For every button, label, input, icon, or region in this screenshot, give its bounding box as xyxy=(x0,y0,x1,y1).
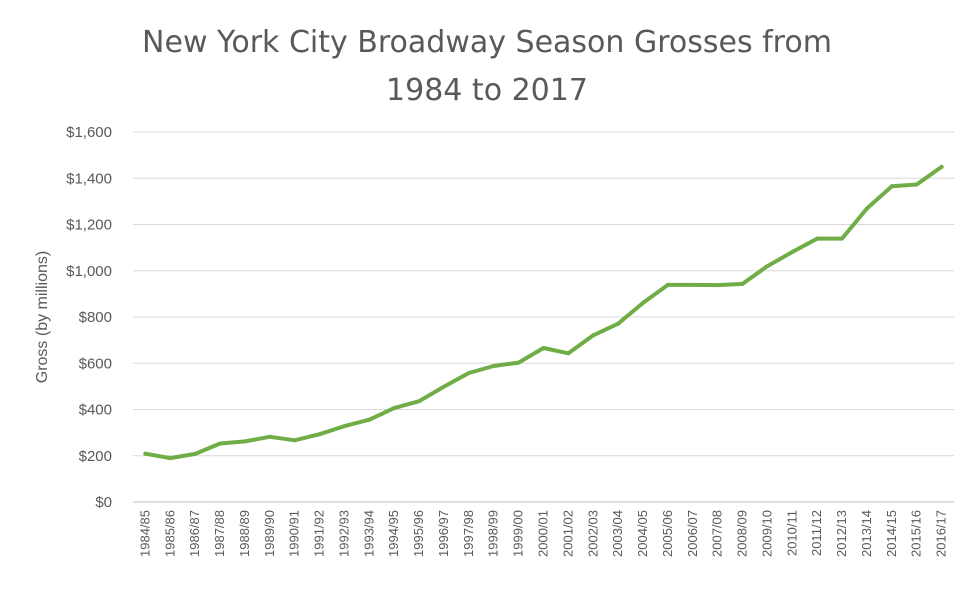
data-point xyxy=(815,236,820,241)
x-tick-label: 2001/02 xyxy=(560,510,575,557)
x-tick-label: 1997/98 xyxy=(461,510,476,557)
data-point xyxy=(243,439,247,444)
data-point xyxy=(218,441,223,446)
x-tick-label: 2011/12 xyxy=(809,510,824,556)
y-tick-label: $600 xyxy=(79,355,112,372)
x-tick-label: 1998/99 xyxy=(486,510,501,557)
chart-title-line-2: 1984 to 2017 xyxy=(386,73,588,108)
series-line xyxy=(143,164,944,461)
data-point xyxy=(665,282,670,287)
x-tick-label: 2009/10 xyxy=(759,510,774,557)
x-tick-label: 1992/93 xyxy=(337,510,352,557)
data-point xyxy=(516,360,521,365)
y-tick-label: $1,000 xyxy=(66,263,112,280)
data-point xyxy=(392,406,397,411)
data-point xyxy=(889,184,894,189)
x-tick-label: 2003/04 xyxy=(610,510,625,557)
y-axis-ticks: $0 $200 $400 $600 $800 $1,000 $1,200 $1,400 $1,6… xyxy=(66,124,112,511)
y-axis-label: Gross (by millions) xyxy=(34,251,51,383)
x-tick-label: 1988/89 xyxy=(237,510,252,557)
data-point xyxy=(840,236,844,241)
y-tick-label: $800 xyxy=(79,309,112,326)
x-tick-label: 1990/91 xyxy=(287,510,302,557)
data-point xyxy=(193,451,198,456)
data-point xyxy=(740,281,745,286)
x-tick-label: 1994/95 xyxy=(386,510,401,557)
x-tick-label: 1993/94 xyxy=(361,510,376,557)
data-point xyxy=(790,250,795,254)
x-tick-label: 1987/88 xyxy=(212,510,227,557)
x-tick-label: 2002/03 xyxy=(585,510,600,557)
gridlines xyxy=(133,131,954,503)
x-tick-label: 1996/97 xyxy=(436,510,451,557)
data-point xyxy=(715,283,720,288)
data-point xyxy=(591,333,596,338)
y-tick-label: $0 xyxy=(95,494,112,511)
data-point xyxy=(616,321,621,326)
x-tick-label: 2013/14 xyxy=(859,510,874,557)
x-tick-label: 2015/16 xyxy=(909,510,924,557)
data-point xyxy=(914,182,919,187)
x-tick-label: 2000/01 xyxy=(536,510,551,557)
y-tick-label: $1,200 xyxy=(66,217,112,234)
data-point xyxy=(267,434,272,439)
x-tick-label: 2014/15 xyxy=(884,510,899,557)
data-point xyxy=(765,264,770,269)
data-point xyxy=(168,456,173,461)
data-point xyxy=(939,164,944,169)
data-point xyxy=(690,282,695,287)
data-point xyxy=(864,206,869,211)
x-tick-label: 2012/13 xyxy=(834,510,849,557)
data-point xyxy=(491,364,496,368)
x-tick-label: 2006/07 xyxy=(685,510,700,557)
x-tick-label: 1999/00 xyxy=(511,510,526,557)
x-tick-label: 1984/85 xyxy=(137,510,152,557)
data-point xyxy=(541,346,546,350)
data-point xyxy=(317,432,322,437)
chart-title-line-1: New York City Broadway Season Grosses fr… xyxy=(142,25,832,60)
x-tick-label: 1989/90 xyxy=(262,510,277,557)
x-tick-label: 1991/92 xyxy=(312,510,327,557)
y-tick-label: $200 xyxy=(79,448,112,465)
data-point xyxy=(367,417,372,422)
x-tick-label: 2016/17 xyxy=(934,510,949,557)
x-tick-label: 1985/86 xyxy=(162,510,177,557)
y-tick-label: $400 xyxy=(79,402,112,419)
data-point xyxy=(417,399,422,404)
data-point xyxy=(292,438,297,443)
data-point xyxy=(442,384,446,389)
y-tick-label: $1,600 xyxy=(66,124,112,141)
y-tick-label: $1,400 xyxy=(66,170,112,187)
x-tick-label: 2004/05 xyxy=(635,510,650,557)
data-point xyxy=(566,351,571,356)
x-tick-label: 2007/08 xyxy=(710,510,725,557)
chart-title: New York City Broadway Season Grosses fr… xyxy=(142,25,832,108)
x-tick-label: 2005/06 xyxy=(660,510,675,557)
x-tick-label: 1986/87 xyxy=(187,510,202,557)
data-point xyxy=(466,371,471,375)
x-tick-label: 2010/11 xyxy=(784,510,799,556)
x-tick-label: 1995/96 xyxy=(411,510,426,557)
data-point xyxy=(342,424,347,429)
x-tick-label: 2008/09 xyxy=(735,510,750,557)
series-group xyxy=(143,164,944,461)
x-axis-ticks: 1984/85 1985/86 1986/87 1987/88 1988/89 1989/… xyxy=(137,510,948,557)
data-point xyxy=(143,451,148,456)
data-point xyxy=(641,300,645,305)
